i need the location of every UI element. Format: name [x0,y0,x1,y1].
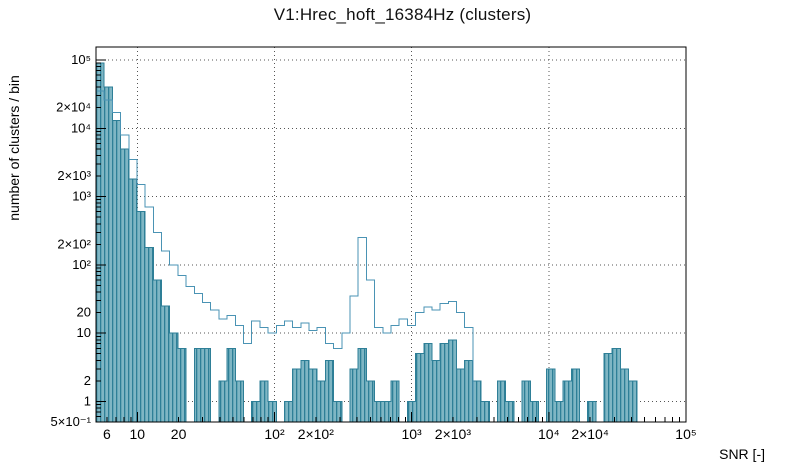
x-tick-label: 10 [130,426,146,442]
y-tick-label: 5×10⁻¹ [51,414,92,429]
x-tick-labels: 6 10 20 10² 2×10² 10³ 2×10³ 10⁴ 2×10⁴ 10⁵ [103,426,697,442]
x-tick-label: 6 [103,426,111,442]
y-tick-label: 10 [77,325,91,340]
x-tick-label: 2×10² [298,426,335,442]
x-tick-label: 10³ [401,426,422,442]
x-tick-label: 2×10⁴ [571,426,609,442]
x-tick-label: 20 [171,426,187,442]
y-tick-label: 20 [77,305,91,320]
x-tick-label: 10⁵ [675,426,696,442]
y-axis-title: number of clusters / bin [6,75,22,221]
y-tick-label: 10⁴ [71,120,91,135]
y-tick-label: 2×10⁴ [56,100,91,115]
series-outline-clusters [96,90,686,422]
y-tick-label: 2×10² [57,236,91,251]
x-tick-label: 10⁴ [538,426,560,442]
y-tick-label: 10² [72,257,91,272]
y-tick-label: 2×10³ [57,168,91,183]
x-axis-title: SNR [-] [719,446,765,462]
series-group [96,62,686,422]
series-filled-clusters [96,62,686,422]
y-tick-label: 2 [84,373,91,388]
y-tick-label: 1 [84,393,91,408]
y-tick-label: 10⁵ [71,52,91,67]
x-tick-label: 10² [264,426,285,442]
tick-marks [95,59,687,423]
y-tick-label: 10³ [72,189,91,204]
chart-title: V1:Hrec_hoft_16384Hz (clusters) [273,5,532,24]
plot-frame [95,46,687,423]
y-tick-labels: 5×10⁻¹ 1 2 10 20 10² 2×10² 10³ 2×10³ 10⁴ 2×10⁴ 10⁵ [51,52,92,429]
x-tick-label: 2×10³ [435,426,472,442]
